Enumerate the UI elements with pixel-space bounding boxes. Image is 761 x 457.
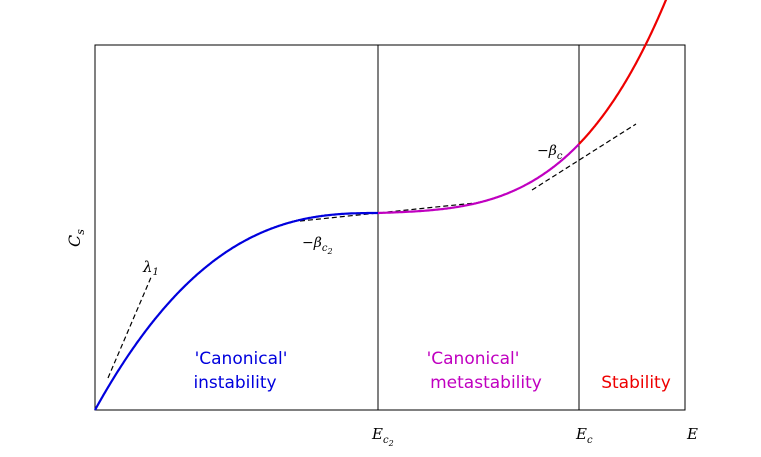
curve-instability — [94, 211, 378, 411]
curve-stability — [578, 0, 668, 145]
region-metastability-line2: metastability — [430, 373, 542, 393]
label-beta-c2: −βc2 — [302, 235, 333, 256]
plot-frame — [94, 44, 686, 411]
region-instability-line2: instability — [193, 373, 276, 393]
svg-text:Cs: Cs — [65, 229, 87, 247]
tangent-beta-c2 — [299, 202, 476, 222]
label-beta-c: −βc — [537, 143, 563, 162]
region-instability-line1: 'Canonical' — [195, 349, 288, 369]
curve-metastability — [378, 143, 580, 215]
region-stability-label: Stability — [601, 373, 671, 393]
x-axis-label: E — [686, 425, 698, 443]
tangent-lambda1 — [107, 274, 153, 379]
y-axis-label: Cs — [65, 229, 87, 247]
label-lambda1: λ1 — [142, 258, 159, 278]
tick-label-ec2: Ec2 — [371, 425, 394, 448]
tangent-beta-c — [531, 123, 637, 191]
region-metastability-line1: 'Canonical' — [427, 349, 520, 369]
tick-label-ec: Ec — [575, 425, 593, 446]
